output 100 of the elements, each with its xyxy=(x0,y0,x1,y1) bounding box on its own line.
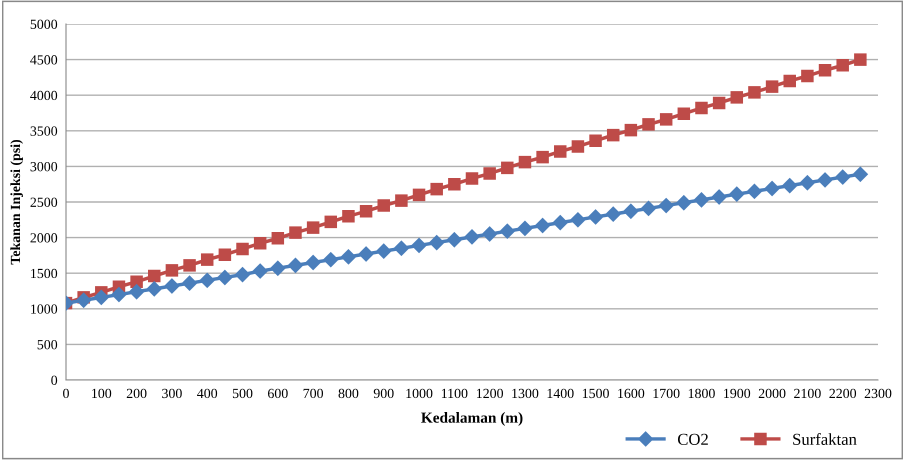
point xyxy=(252,263,268,279)
point xyxy=(148,270,161,282)
point xyxy=(552,215,568,230)
point xyxy=(518,156,532,168)
x-tick-label: 2000 xyxy=(758,388,786,398)
y-tick-label: 0 xyxy=(51,376,58,385)
point xyxy=(517,220,533,236)
point xyxy=(606,206,621,222)
point xyxy=(218,248,232,261)
point xyxy=(111,286,127,302)
point xyxy=(854,53,867,66)
point xyxy=(500,224,515,239)
y-tick-label: 3000 xyxy=(30,162,58,172)
y-tick-label: 2000 xyxy=(30,233,58,243)
point xyxy=(306,221,320,234)
y-axis-title: Tekanan Injeksi (psi) xyxy=(10,140,23,264)
legend-label: CO2 xyxy=(678,434,708,445)
x-tick-label: 1200 xyxy=(476,388,504,398)
point xyxy=(236,242,249,256)
x-tick-label: 1500 xyxy=(582,388,609,398)
x-axis-title: Kedalaman (m) xyxy=(421,412,522,426)
x-tick-label: 200 xyxy=(126,388,146,398)
point xyxy=(394,240,409,256)
point xyxy=(535,218,550,234)
x-tick-label: 400 xyxy=(197,388,218,398)
x-tick-label: 900 xyxy=(374,388,394,398)
point xyxy=(94,290,109,305)
point xyxy=(852,166,868,182)
point xyxy=(554,145,567,158)
point xyxy=(254,237,266,250)
point xyxy=(360,205,372,218)
legend-label: Surfaktan xyxy=(793,433,857,445)
x-tick-label: 1900 xyxy=(724,388,750,398)
point xyxy=(482,226,498,242)
point xyxy=(448,178,461,190)
point xyxy=(377,199,390,212)
point xyxy=(183,259,196,272)
point xyxy=(182,276,198,291)
point xyxy=(817,172,833,188)
y-tick-label: 4500 xyxy=(30,55,58,65)
point xyxy=(712,189,727,205)
point xyxy=(836,59,849,72)
point xyxy=(429,235,444,250)
point xyxy=(272,232,284,245)
x-tick-label: 1700 xyxy=(654,388,680,398)
point xyxy=(835,170,850,185)
point xyxy=(234,267,250,282)
point xyxy=(694,192,710,208)
point xyxy=(660,113,672,126)
x-tick-label: 1600 xyxy=(618,388,644,398)
point xyxy=(640,200,656,216)
x-tick-label: 0 xyxy=(63,388,69,398)
y-tick-label: 1000 xyxy=(31,304,58,314)
x-tick-label: 1100 xyxy=(442,388,468,398)
point xyxy=(782,178,798,194)
point xyxy=(288,258,304,273)
point xyxy=(412,188,426,202)
point xyxy=(676,195,692,210)
x-tick-label: 1300 xyxy=(512,388,538,398)
point xyxy=(729,186,744,202)
y-tick-label: 4000 xyxy=(30,90,58,100)
point xyxy=(340,249,356,264)
point xyxy=(446,232,462,248)
x-tick-label: 700 xyxy=(304,388,324,398)
point xyxy=(411,238,427,253)
point xyxy=(306,254,321,270)
point xyxy=(464,229,480,244)
y-tick-label: 500 xyxy=(38,340,58,350)
point xyxy=(800,175,815,190)
y-tick-label: 5000 xyxy=(30,20,58,29)
point xyxy=(730,91,744,104)
point xyxy=(783,74,796,88)
point xyxy=(324,216,338,228)
point xyxy=(483,167,496,180)
point xyxy=(589,134,602,148)
y-tick-label: 3500 xyxy=(30,126,58,136)
point xyxy=(570,212,586,228)
x-tick-label: 2100 xyxy=(794,388,821,398)
point xyxy=(712,96,726,110)
point xyxy=(289,226,302,239)
point xyxy=(678,107,690,120)
point xyxy=(395,194,408,207)
point xyxy=(801,70,814,82)
x-tick-label: 1000 xyxy=(406,388,432,398)
point xyxy=(536,150,549,164)
point xyxy=(164,278,180,294)
point xyxy=(764,180,780,196)
point xyxy=(624,124,638,136)
point xyxy=(642,118,655,131)
point xyxy=(746,184,762,199)
x-tick-label: 300 xyxy=(162,388,182,398)
point xyxy=(606,128,620,142)
point xyxy=(658,198,674,214)
point xyxy=(166,264,178,277)
point xyxy=(200,253,214,266)
point xyxy=(766,80,778,93)
point xyxy=(358,246,374,262)
point xyxy=(342,210,355,222)
point xyxy=(270,260,286,276)
point xyxy=(588,209,604,225)
